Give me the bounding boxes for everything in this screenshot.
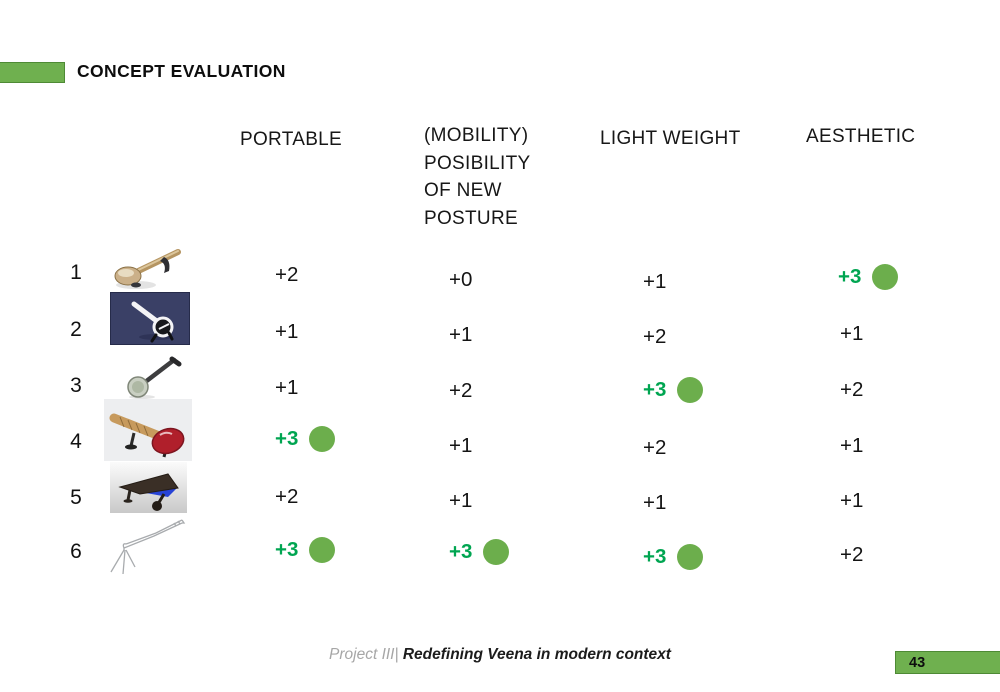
score-cell-r1-lightweight: +1 xyxy=(643,268,666,296)
row-number: 3 xyxy=(70,374,82,397)
page-title: CONCEPT EVALUATION xyxy=(77,61,286,81)
page-number: 43 xyxy=(909,654,926,671)
score-cell-r1-portable: +2 xyxy=(275,261,298,289)
score-value: +2 xyxy=(643,325,667,348)
best-score-dot-icon xyxy=(309,537,336,563)
score-value: +1 xyxy=(275,320,299,343)
score-value: +1 xyxy=(840,322,864,345)
score-cell-r1-aesthetic: +3 xyxy=(838,263,899,291)
score-value: +2 xyxy=(643,436,667,459)
score-cell-r5-mobility: +1 xyxy=(449,487,472,515)
best-score-dot-icon xyxy=(483,539,510,565)
score-value: +1 xyxy=(275,376,299,399)
row-number: 4 xyxy=(70,430,82,453)
score-cell-r6-aesthetic: +2 xyxy=(840,541,863,569)
score-value: +3 xyxy=(275,538,299,561)
score-cell-r6-portable: +3 xyxy=(275,536,336,564)
footer-project-label: Project III| xyxy=(329,646,403,663)
score-value: +1 xyxy=(449,323,473,346)
row-number: 1 xyxy=(70,261,82,284)
best-score-dot-icon xyxy=(309,426,336,452)
score-value: +2 xyxy=(275,485,299,508)
score-value: +1 xyxy=(449,489,473,512)
best-score-dot-icon xyxy=(872,264,899,290)
score-value: +2 xyxy=(449,379,473,402)
row-number: 2 xyxy=(70,318,82,341)
score-cell-r3-aesthetic: +2 xyxy=(840,376,863,404)
score-value: +1 xyxy=(643,270,667,293)
row-number: 5 xyxy=(70,486,82,509)
score-cell-r5-aesthetic: +1 xyxy=(840,487,863,515)
score-value: +2 xyxy=(840,543,864,566)
concept-5-image-flat-board-veena xyxy=(110,462,187,513)
score-value: +1 xyxy=(643,491,667,514)
score-value: +3 xyxy=(643,545,667,568)
column-header-mobility-posture: (MOBILITY) POSIBILITY OF NEW POSTURE xyxy=(424,125,531,229)
score-cell-r3-portable: +1 xyxy=(275,374,298,402)
score-cell-r4-portable: +3 xyxy=(275,425,336,453)
concept-3-image-banjo-veena xyxy=(112,356,186,399)
score-cell-r4-lightweight: +2 xyxy=(643,434,666,462)
score-cell-r2-portable: +1 xyxy=(275,318,298,346)
score-cell-r2-aesthetic: +1 xyxy=(840,320,863,348)
score-cell-r3-mobility: +2 xyxy=(449,377,472,405)
concept-1-image-wooden-veena xyxy=(106,242,186,292)
title-accent-bar xyxy=(0,62,65,83)
footer-subtitle: Redefining Veena in modern context xyxy=(402,646,671,663)
score-value: +3 xyxy=(275,427,299,450)
score-value: +0 xyxy=(449,268,473,291)
score-cell-r2-lightweight: +2 xyxy=(643,323,666,351)
score-value: +3 xyxy=(838,265,862,288)
score-cell-r1-mobility: +0 xyxy=(449,266,472,294)
column-header-light-weight: LIGHT WEIGHT xyxy=(600,128,741,149)
best-score-dot-icon xyxy=(677,377,704,403)
score-cell-r5-lightweight: +1 xyxy=(643,489,666,517)
best-score-dot-icon xyxy=(677,544,704,570)
score-value: +1 xyxy=(840,434,864,457)
score-value: +3 xyxy=(449,540,473,563)
score-cell-r2-mobility: +1 xyxy=(449,321,472,349)
concept-2-image-white-veena-navy xyxy=(110,292,190,345)
score-cell-r6-lightweight: +3 xyxy=(643,543,704,571)
score-value: +1 xyxy=(449,434,473,457)
score-cell-r5-portable: +2 xyxy=(275,483,298,511)
concept-6-image-wireframe-sketch xyxy=(104,514,192,578)
row-number: 6 xyxy=(70,540,82,563)
column-header-portable: PORTABLE xyxy=(240,129,343,150)
score-cell-r3-lightweight: +3 xyxy=(643,376,704,404)
column-header-aesthetic: AESTHETIC xyxy=(806,126,916,147)
score-value: +3 xyxy=(643,378,667,401)
score-cell-r6-mobility: +3 xyxy=(449,538,510,566)
page-number-badge: 43 xyxy=(895,651,1000,674)
score-cell-r4-aesthetic: +1 xyxy=(840,432,863,460)
score-cell-r4-mobility: +1 xyxy=(449,432,472,460)
concept-4-image-red-body-veena xyxy=(104,399,192,461)
score-value: +1 xyxy=(840,489,864,512)
score-value: +2 xyxy=(840,378,864,401)
score-value: +2 xyxy=(275,263,299,286)
footer-caption: Project III| Redefining Veena in modern … xyxy=(0,646,1000,664)
